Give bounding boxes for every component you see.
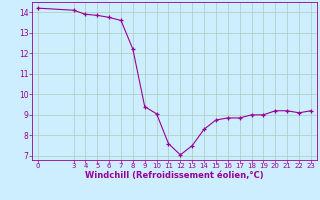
X-axis label: Windchill (Refroidissement éolien,°C): Windchill (Refroidissement éolien,°C) — [85, 171, 264, 180]
